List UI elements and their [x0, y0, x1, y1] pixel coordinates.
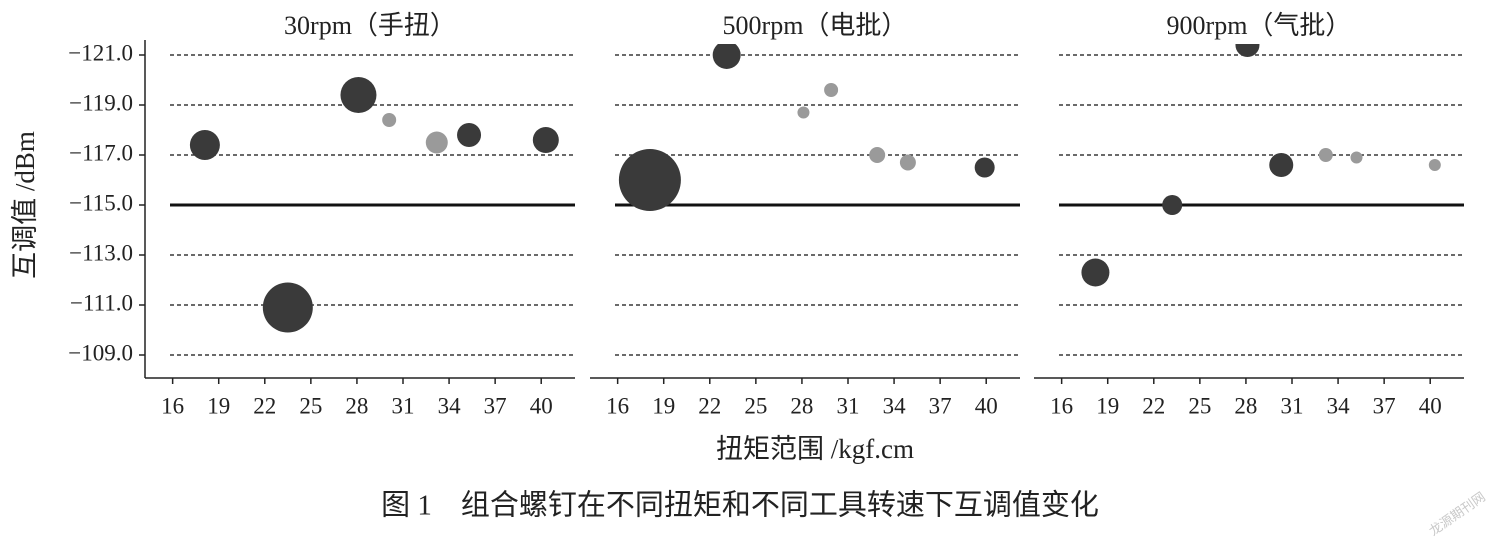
x-tick-label: 28	[790, 393, 813, 418]
x-tick-label: 22	[698, 393, 721, 418]
x-tick-label: 37	[484, 393, 507, 418]
x-tick-label: 22	[1142, 393, 1165, 418]
x-tick-label: 16	[1050, 393, 1073, 418]
x-tick-label: 34	[883, 393, 907, 418]
bubble	[1318, 148, 1333, 162]
points	[189, 77, 559, 333]
panel-title: 500rpm（电批）	[723, 11, 908, 40]
x-tick-label: 16	[161, 393, 184, 418]
bubble	[532, 127, 559, 153]
x-tick-label: 25	[744, 393, 767, 418]
bubble	[1235, 44, 1260, 57]
y-axis-title: 互调值 /dBm	[10, 131, 40, 279]
x-tick-label: 31	[392, 393, 415, 418]
x-tick-label: 37	[1373, 393, 1396, 418]
y-tick-label: −119.0	[69, 90, 133, 115]
bubble	[189, 130, 220, 160]
panel-title: 30rpm（手扭）	[284, 11, 456, 40]
y-tick-label: −115.0	[69, 190, 133, 215]
y-tick-label: −117.0	[69, 140, 133, 165]
x-tick-label: 40	[1419, 393, 1442, 418]
bubble	[425, 131, 448, 154]
bubble	[974, 157, 995, 178]
x-tick-label: 40	[975, 393, 998, 418]
bubble	[618, 149, 681, 211]
x-tick-label: 19	[1096, 393, 1119, 418]
caption: 图 1 组合螺钉在不同扭矩和不同工具转速下互调值变化	[381, 489, 1099, 522]
bubble	[899, 154, 916, 171]
x-tick-label: 34	[438, 393, 462, 418]
x-tick-label: 37	[929, 393, 952, 418]
y-tick-label: −111.0	[70, 290, 133, 315]
x-tick-label: 25	[299, 393, 322, 418]
bubble	[869, 147, 886, 163]
bubble	[340, 77, 377, 113]
points	[1081, 44, 1441, 287]
x-tick-label: 40	[530, 393, 553, 418]
bubble	[262, 282, 313, 333]
x-tick-label: 19	[207, 393, 230, 418]
x-tick-label: 22	[253, 393, 276, 418]
bubble	[1428, 159, 1441, 171]
x-tick-label: 25	[1188, 393, 1211, 418]
bubble	[1350, 151, 1363, 164]
bubble	[797, 106, 810, 119]
bubble	[824, 83, 839, 97]
bubble	[1162, 195, 1183, 215]
x-tick-label: 31	[837, 393, 860, 418]
bubble	[1081, 258, 1110, 287]
x-tick-label: 34	[1327, 393, 1351, 418]
x-tick-label: 28	[345, 393, 368, 418]
watermark: 龙源期刊网	[1426, 489, 1488, 539]
x-tick-label: 16	[606, 393, 629, 418]
x-tick-label: 28	[1234, 393, 1257, 418]
panel-title: 900rpm（气批）	[1167, 11, 1352, 40]
points	[618, 44, 995, 211]
y-tick-label: −109.0	[68, 340, 133, 365]
x-tick-label: 19	[652, 393, 675, 418]
x-tick-label: 31	[1281, 393, 1304, 418]
y-tick-label: −113.0	[69, 240, 133, 265]
bubble	[1269, 153, 1294, 177]
x-axis-title: 扭矩范围 /kgf.cm	[716, 434, 914, 464]
bubble	[712, 44, 741, 69]
bubble	[457, 123, 482, 147]
bubble	[382, 113, 397, 127]
y-tick-label: −121.0	[68, 40, 133, 65]
